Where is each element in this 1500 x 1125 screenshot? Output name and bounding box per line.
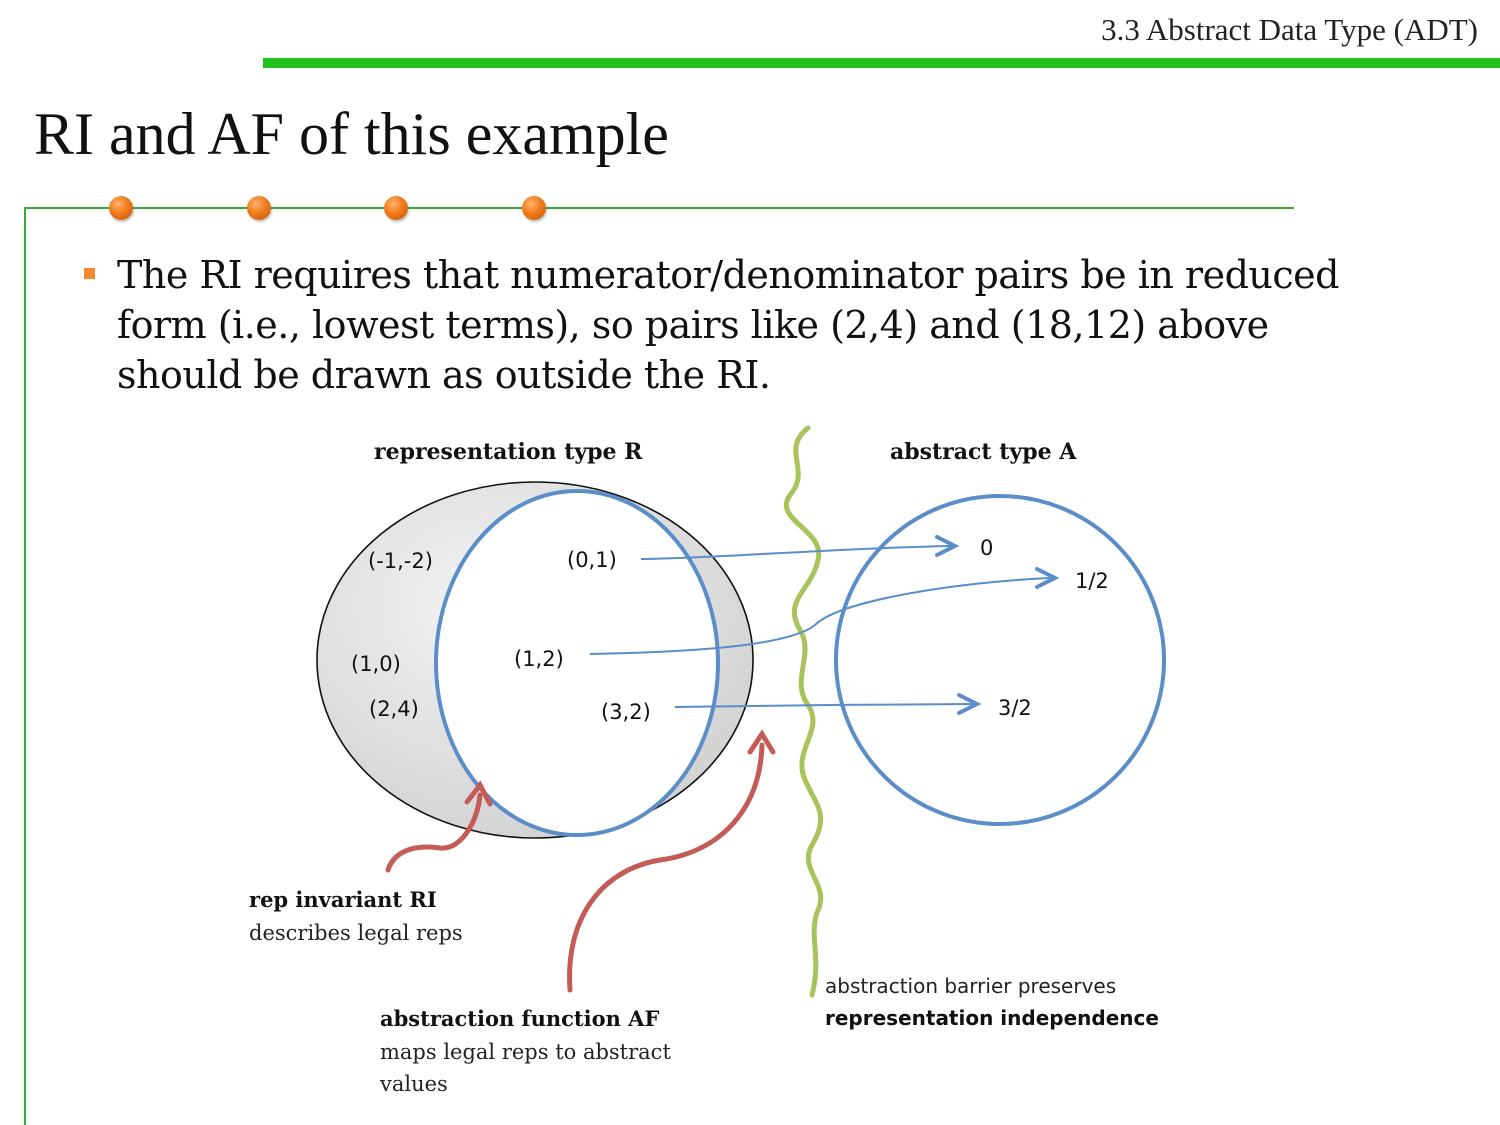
section-header: 3.3 Abstract Data Type (ADT) bbox=[1101, 12, 1478, 47]
abstraction-barrier-line bbox=[784, 425, 824, 998]
rep-pair-outside: (1,0) bbox=[351, 652, 401, 676]
decor-dot bbox=[247, 196, 271, 220]
rep-pair-inside: (3,2) bbox=[601, 700, 651, 724]
rep-pair-inside: (0,1) bbox=[567, 548, 617, 572]
abstract-value: 1/2 bbox=[1075, 569, 1109, 593]
abstract-value: 0 bbox=[980, 536, 993, 560]
af-arrowhead-half bbox=[1035, 567, 1060, 589]
af-callout-title: abstraction function AF bbox=[380, 1006, 659, 1031]
ri-callout-arrow bbox=[385, 792, 483, 873]
rep-pair-inside: (1,2) bbox=[514, 647, 564, 671]
af-arrowhead-three-halves bbox=[957, 693, 982, 715]
barrier-callout-line1: abstraction barrier preserves bbox=[825, 974, 1116, 998]
ri-callout-desc: describes legal reps bbox=[249, 921, 463, 945]
af-arrow-half bbox=[589, 577, 1051, 655]
af-arrow-three-halves bbox=[674, 703, 973, 708]
af-callout-arrow bbox=[567, 742, 765, 993]
abstract-value: 3/2 bbox=[998, 696, 1032, 720]
bullet-text: The RI requires that numerator/denominat… bbox=[117, 253, 1339, 397]
rep-type-label: representation type R bbox=[374, 439, 643, 465]
af-arrowhead-0 bbox=[935, 535, 960, 557]
decor-dot bbox=[109, 196, 133, 220]
ri-callout-arrowhead bbox=[464, 780, 493, 807]
abstract-type-label: abstract type A bbox=[890, 439, 1077, 465]
ri-circle bbox=[434, 489, 720, 837]
af-callout-desc: values bbox=[379, 1072, 448, 1096]
af-callout-arrowhead bbox=[747, 729, 776, 755]
af-callout-desc: maps legal reps to abstract bbox=[380, 1040, 671, 1064]
frame-top-line bbox=[24, 207, 1294, 209]
barrier-callout-line2: representation independence bbox=[825, 1006, 1159, 1030]
bullet-marker bbox=[84, 268, 95, 279]
slide-title: RI and AF of this example bbox=[34, 101, 669, 167]
af-arrow-0 bbox=[640, 545, 951, 560]
rep-pair-outside: (-1,-2) bbox=[368, 549, 433, 573]
abstract-type-circle bbox=[834, 494, 1166, 826]
rep-pair-outside: (2,4) bbox=[369, 697, 419, 721]
frame-left-line bbox=[24, 207, 26, 1125]
ri-callout-title: rep invariant RI bbox=[249, 887, 437, 912]
decor-dot bbox=[384, 196, 408, 220]
header-accent-bar bbox=[263, 58, 1500, 68]
decor-dot bbox=[522, 196, 546, 220]
